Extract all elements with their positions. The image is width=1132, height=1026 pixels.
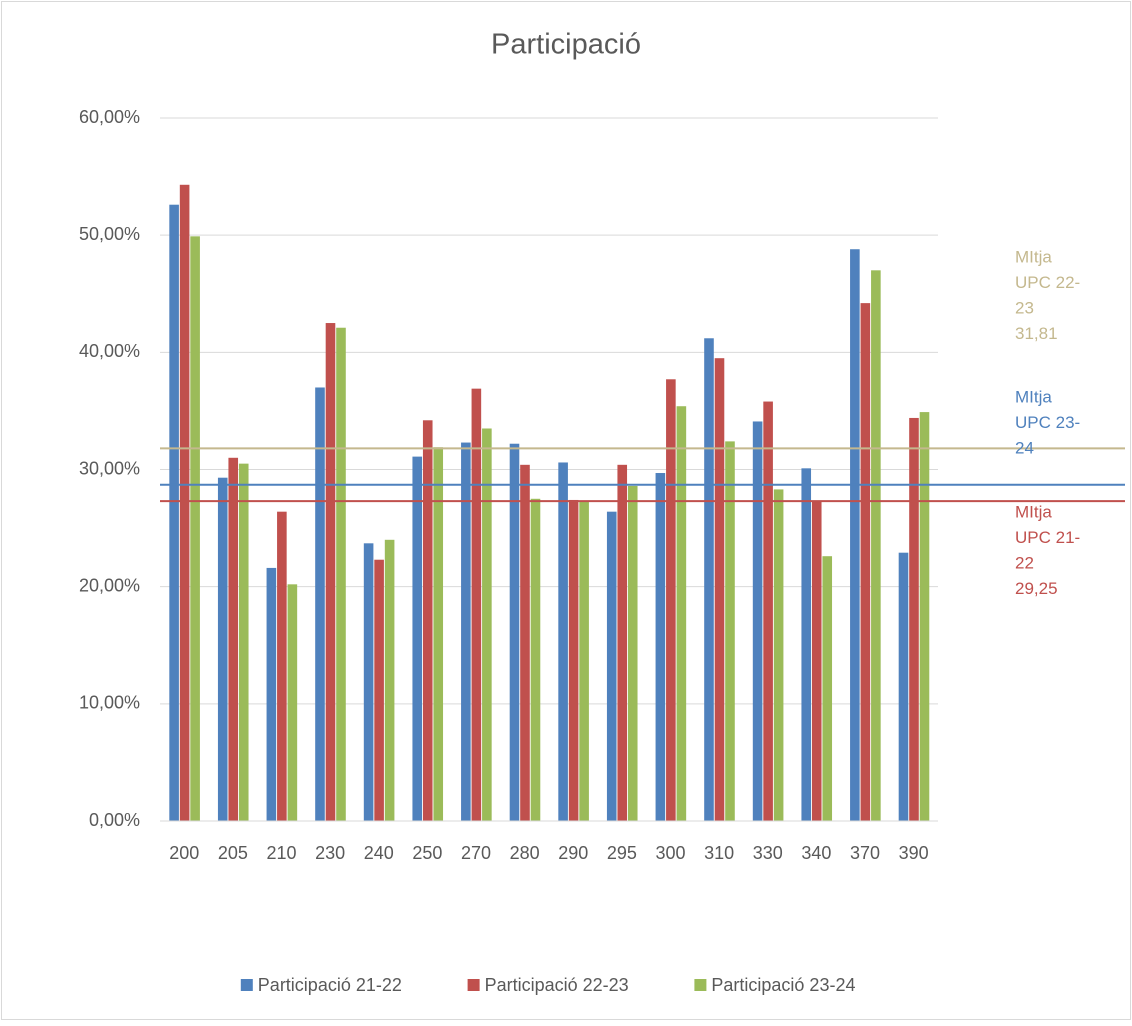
y-tick-label: 50,00% <box>79 224 140 244</box>
bar <box>617 464 628 821</box>
y-tick-label: 40,00% <box>79 341 140 361</box>
bar <box>374 559 384 821</box>
bar <box>655 473 666 821</box>
reference-label: 29,25 <box>1015 579 1058 598</box>
legend-swatch <box>694 979 707 991</box>
x-tick-label: 390 <box>899 843 929 863</box>
bar <box>530 498 541 821</box>
bar <box>228 457 239 821</box>
bar <box>482 428 492 821</box>
bar <box>773 489 784 821</box>
bar <box>676 406 687 821</box>
bar <box>763 401 773 821</box>
bar <box>190 236 200 822</box>
bar <box>325 323 336 821</box>
bar <box>909 417 919 821</box>
bar <box>471 388 482 821</box>
bar <box>898 552 909 821</box>
bar <box>871 270 881 822</box>
reference-label: 23 <box>1015 298 1034 317</box>
legend-label: Participació 22-23 <box>485 975 629 995</box>
x-tick-label: 280 <box>510 843 540 863</box>
bar <box>217 477 228 821</box>
bar <box>266 567 277 821</box>
bar <box>238 463 249 821</box>
bar <box>919 412 930 821</box>
bar <box>169 204 179 821</box>
bar <box>752 421 763 821</box>
reference-label: MItja <box>1015 387 1052 406</box>
x-tick-label: 270 <box>461 843 491 863</box>
bar <box>579 501 589 821</box>
x-tick-label: 295 <box>607 843 637 863</box>
bar <box>714 358 725 821</box>
x-tick-label: 330 <box>753 843 783 863</box>
x-tick-label: 210 <box>267 843 297 863</box>
reference-label: MItja <box>1015 247 1052 266</box>
reference-label: 24 <box>1015 438 1034 457</box>
bar <box>179 184 190 821</box>
x-tick-label: 370 <box>850 843 880 863</box>
bar <box>277 511 287 821</box>
bar <box>704 338 714 821</box>
reference-label: UPC 21- <box>1015 528 1080 547</box>
bar <box>850 249 860 821</box>
bar <box>287 584 298 821</box>
reference-label: 31,81 <box>1015 324 1058 343</box>
bar <box>801 468 812 821</box>
bar <box>384 539 395 821</box>
reference-label: UPC 22- <box>1015 273 1080 292</box>
legend-swatch <box>240 979 253 991</box>
bar <box>520 464 530 821</box>
x-tick-label: 230 <box>315 843 345 863</box>
x-tick-label: 290 <box>558 843 588 863</box>
bar <box>461 442 471 821</box>
bar <box>558 462 568 821</box>
x-tick-label: 310 <box>704 843 734 863</box>
bar <box>606 511 617 821</box>
y-tick-label: 0,00% <box>89 810 140 830</box>
chart-title: Participació <box>491 29 641 61</box>
x-tick-label: 340 <box>801 843 831 863</box>
bar <box>725 441 735 821</box>
bar <box>860 303 871 822</box>
x-tick-label: 300 <box>656 843 686 863</box>
y-tick-label: 60,00% <box>79 107 140 127</box>
legend-label: Participació 21-22 <box>258 975 402 995</box>
x-tick-label: 240 <box>364 843 394 863</box>
legend-swatch <box>467 979 480 991</box>
x-tick-label: 200 <box>169 843 199 863</box>
legend-label: Participació 23-24 <box>711 975 855 995</box>
y-tick-label: 10,00% <box>79 693 140 713</box>
bar <box>422 420 433 821</box>
y-tick-label: 30,00% <box>79 458 140 478</box>
bar <box>811 501 822 821</box>
reference-label: MItja <box>1015 502 1052 521</box>
bar <box>627 485 638 821</box>
reference-label: 22 <box>1015 553 1034 572</box>
bar <box>315 387 325 821</box>
x-tick-label: 205 <box>218 843 248 863</box>
reference-label: UPC 23- <box>1015 413 1080 432</box>
y-tick-label: 20,00% <box>79 575 140 595</box>
bar <box>433 447 444 821</box>
bar <box>568 499 579 821</box>
bar <box>412 456 423 821</box>
bar <box>363 543 374 821</box>
bar <box>666 379 676 821</box>
bar <box>509 443 520 821</box>
bar <box>336 327 346 821</box>
bar <box>822 556 833 821</box>
x-tick-label: 250 <box>412 843 442 863</box>
